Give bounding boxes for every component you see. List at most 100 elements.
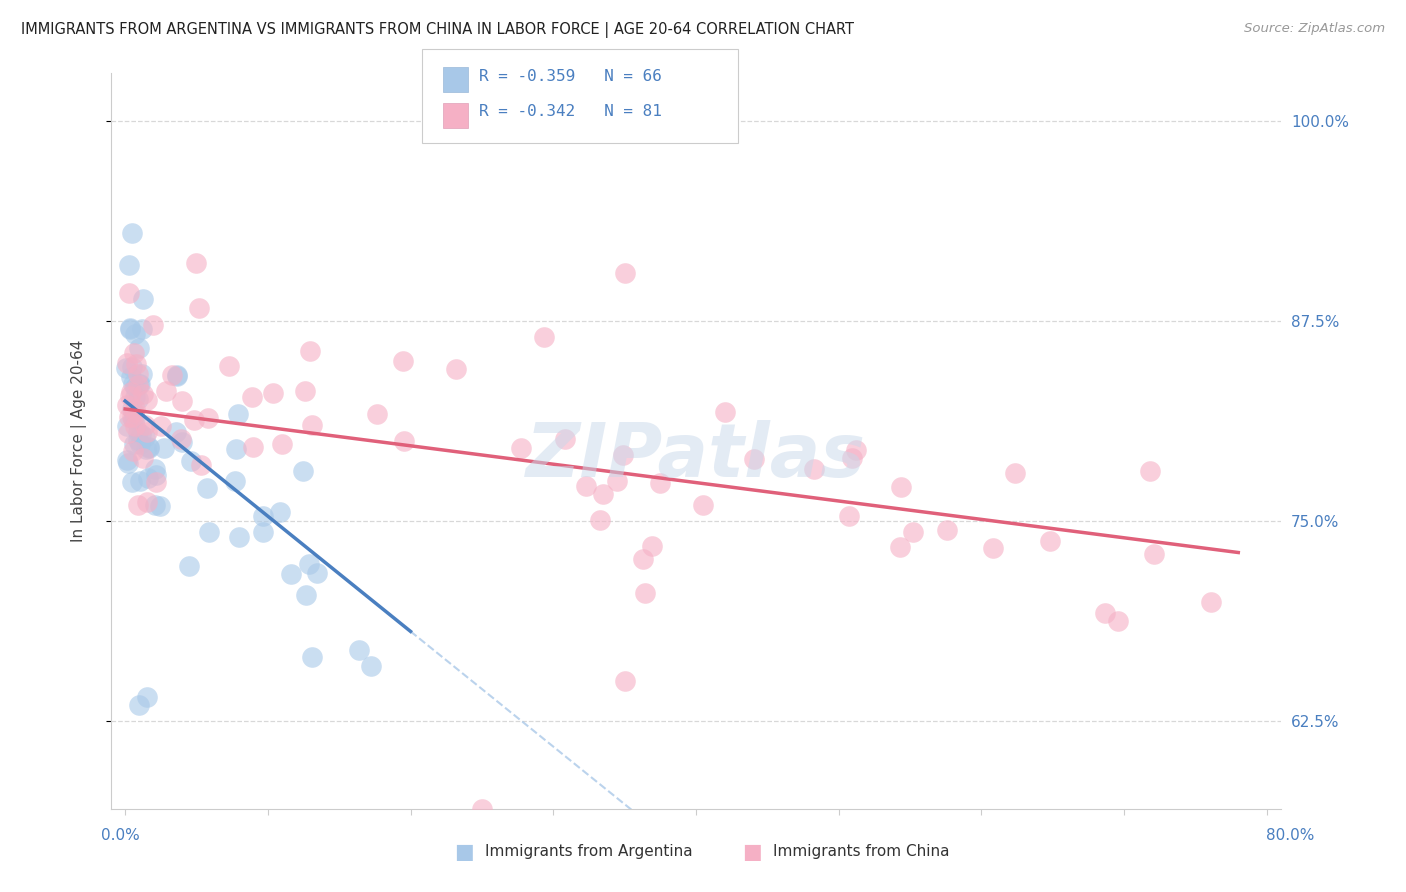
Point bbox=[138, 440, 160, 454]
Point bbox=[128, 376, 150, 391]
Point bbox=[145, 475, 167, 490]
Point bbox=[136, 471, 159, 485]
Point bbox=[262, 386, 284, 401]
Point bbox=[347, 643, 370, 657]
Point bbox=[138, 441, 160, 455]
Point bbox=[121, 359, 143, 374]
Point bbox=[271, 437, 294, 451]
Point bbox=[114, 361, 136, 376]
Point bbox=[134, 417, 156, 432]
Point bbox=[366, 407, 388, 421]
Point bbox=[134, 430, 156, 444]
Point bbox=[295, 588, 318, 602]
Point bbox=[127, 425, 149, 440]
Point bbox=[115, 356, 138, 370]
Point bbox=[981, 541, 1004, 555]
Point bbox=[135, 442, 157, 457]
Point bbox=[648, 476, 671, 491]
Point bbox=[145, 467, 167, 482]
Point bbox=[132, 451, 155, 466]
Point bbox=[132, 387, 155, 401]
Point bbox=[115, 453, 138, 467]
Point bbox=[150, 419, 173, 434]
Point bbox=[612, 448, 634, 462]
Point bbox=[121, 410, 143, 425]
Point bbox=[890, 480, 912, 494]
Text: R = -0.359   N = 66: R = -0.359 N = 66 bbox=[479, 69, 662, 84]
Point bbox=[197, 411, 219, 425]
Point bbox=[392, 354, 415, 368]
Point bbox=[172, 393, 194, 408]
Text: ■: ■ bbox=[742, 842, 762, 862]
Point bbox=[117, 425, 139, 440]
Point bbox=[117, 410, 139, 425]
Point bbox=[118, 320, 141, 334]
Point bbox=[631, 551, 654, 566]
Point bbox=[228, 530, 250, 544]
Point bbox=[186, 256, 208, 270]
Point bbox=[121, 475, 143, 489]
Point bbox=[225, 442, 247, 457]
Point bbox=[183, 413, 205, 427]
Point bbox=[588, 513, 610, 527]
Point bbox=[841, 451, 863, 466]
Point bbox=[188, 301, 211, 315]
Point bbox=[742, 452, 765, 467]
Point bbox=[136, 392, 159, 407]
Point bbox=[124, 418, 146, 433]
Point bbox=[190, 458, 212, 472]
Text: ■: ■ bbox=[454, 842, 474, 862]
Point bbox=[269, 506, 291, 520]
Point bbox=[224, 474, 246, 488]
Point bbox=[124, 327, 146, 342]
Point bbox=[135, 495, 157, 509]
Point bbox=[124, 346, 146, 360]
Point bbox=[180, 454, 202, 468]
Point bbox=[127, 498, 149, 512]
Point bbox=[131, 367, 153, 381]
Point bbox=[1142, 547, 1164, 561]
Point bbox=[240, 390, 263, 404]
Point bbox=[132, 292, 155, 306]
Point bbox=[136, 425, 159, 439]
Text: 80.0%: 80.0% bbox=[1267, 828, 1315, 843]
Point bbox=[153, 441, 176, 455]
Point bbox=[127, 433, 149, 447]
Point bbox=[392, 434, 415, 449]
Point bbox=[149, 500, 172, 514]
Point bbox=[1004, 466, 1026, 480]
Point bbox=[1139, 465, 1161, 479]
Text: R = -0.342   N = 81: R = -0.342 N = 81 bbox=[479, 104, 662, 120]
Point bbox=[121, 377, 143, 392]
Point bbox=[803, 461, 825, 475]
Point bbox=[845, 442, 868, 457]
Point bbox=[124, 380, 146, 394]
Point bbox=[592, 486, 614, 500]
Point bbox=[1199, 595, 1222, 609]
Point bbox=[166, 368, 188, 383]
Point bbox=[509, 441, 531, 455]
Point bbox=[252, 508, 274, 523]
Text: IMMIGRANTS FROM ARGENTINA VS IMMIGRANTS FROM CHINA IN LABOR FORCE | AGE 20-64 CO: IMMIGRANTS FROM ARGENTINA VS IMMIGRANTS … bbox=[21, 22, 853, 38]
Point bbox=[128, 377, 150, 392]
Point bbox=[471, 802, 494, 816]
Point bbox=[714, 405, 737, 419]
Point bbox=[143, 498, 166, 512]
Point bbox=[135, 690, 157, 704]
Point bbox=[640, 539, 662, 553]
Point bbox=[298, 344, 321, 359]
Point bbox=[1094, 606, 1116, 620]
Point bbox=[554, 432, 576, 446]
Text: ZIPatlas: ZIPatlas bbox=[526, 420, 866, 493]
Point bbox=[122, 444, 145, 458]
Y-axis label: In Labor Force | Age 20-64: In Labor Force | Age 20-64 bbox=[72, 340, 87, 542]
Point bbox=[124, 437, 146, 451]
Point bbox=[280, 566, 302, 581]
Point bbox=[198, 524, 221, 539]
Text: Immigrants from China: Immigrants from China bbox=[773, 845, 950, 859]
Point bbox=[117, 457, 139, 471]
Point bbox=[124, 390, 146, 404]
Point bbox=[606, 474, 628, 488]
Point bbox=[120, 322, 142, 336]
Point bbox=[291, 463, 314, 477]
